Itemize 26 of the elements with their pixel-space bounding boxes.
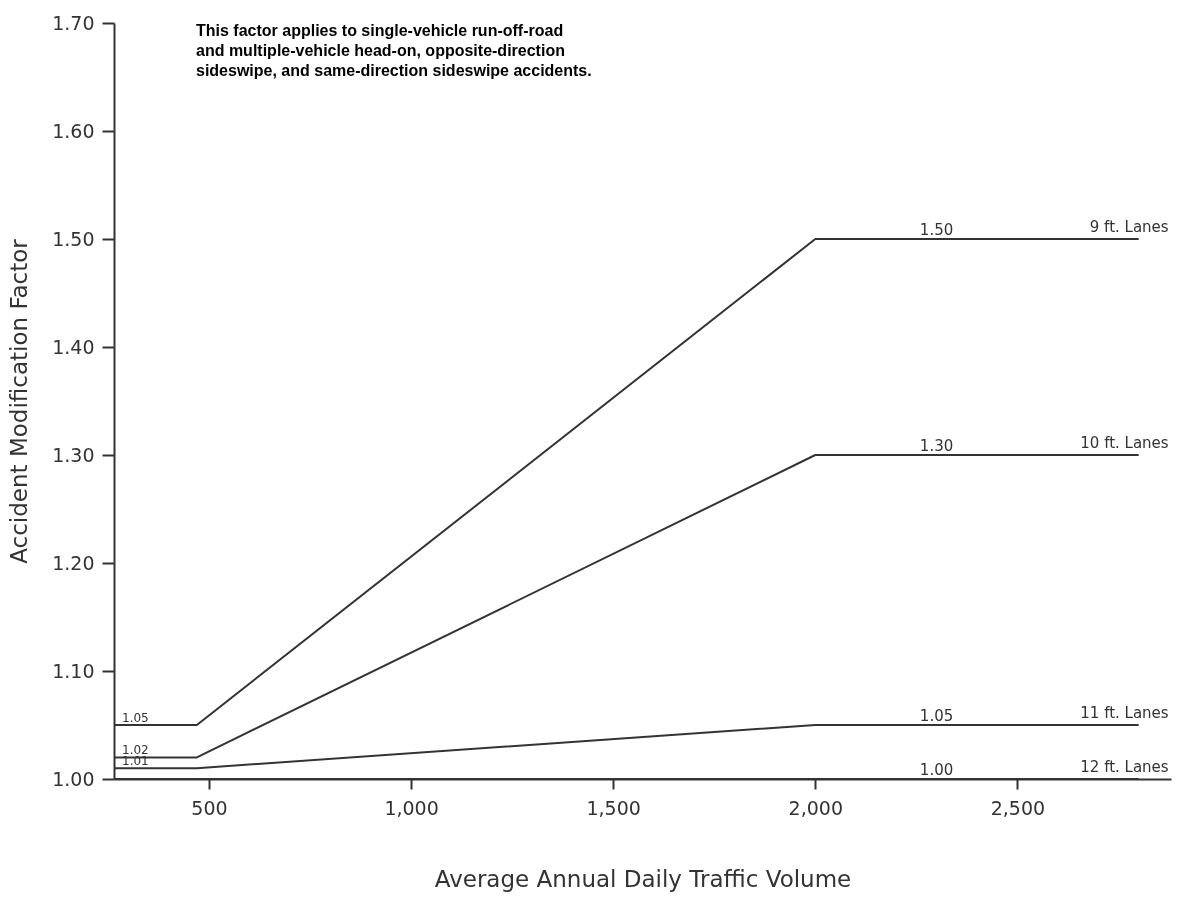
y-tick-label: 1.10	[52, 659, 95, 682]
data-label: 1.00	[919, 761, 954, 779]
y-tick-label: 1.70	[52, 11, 95, 34]
y-tick-label: 1.00	[52, 767, 95, 790]
series-label: 9 ft. Lanes	[1089, 218, 1169, 236]
annotation: This factor applies to single-vehicle run-off-road and multiple-vehicle head-on, opposite-direction sideswipe, and same-direction sideswipe accidents.	[196, 22, 592, 79]
x-axis-title: Average Annual Daily Traffic Volume	[434, 865, 852, 892]
data-label: 1.30	[919, 437, 954, 455]
y-axis-title: Accident Modification Factor	[6, 238, 33, 564]
data-label: 1.02	[122, 743, 149, 758]
y-tick-label: 1.40	[52, 335, 95, 358]
y-tick-label: 1.60	[52, 119, 95, 142]
y-tick-label: 1.20	[52, 551, 95, 574]
x-tick-label: 500	[191, 796, 228, 819]
y-tick-label: 1.30	[52, 443, 95, 466]
data-label: 1.05	[919, 707, 954, 725]
x-tick-label: 2,500	[990, 796, 1046, 819]
data-label: 1.50	[919, 221, 954, 239]
y-tick-label: 1.50	[52, 227, 95, 250]
x-tick-label: 1,500	[586, 796, 641, 819]
series-label: 10 ft. Lanes	[1080, 434, 1169, 452]
x-tick-label: 1,000	[384, 796, 439, 819]
x-tick-label: 2,000	[788, 796, 843, 819]
series-label: 12 ft. Lanes	[1080, 758, 1169, 776]
data-label: 1.05	[122, 711, 149, 725]
series-label: 11 ft. Lanes	[1080, 704, 1169, 722]
